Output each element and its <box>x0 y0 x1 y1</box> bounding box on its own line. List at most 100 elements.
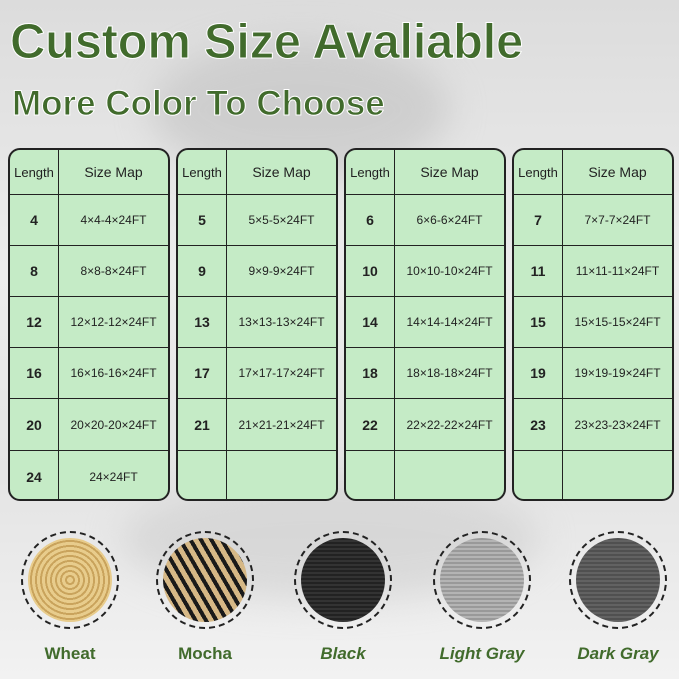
length-header: Length <box>346 150 395 194</box>
size-cell: 13×13-13×24FT <box>238 315 325 329</box>
color-swatch-light-gray[interactable] <box>433 531 531 629</box>
size-table: Length Size Map 4 4×4-4×24FT 8 8×8-8×24FT 12 12… <box>8 148 170 501</box>
color-swatch-black[interactable] <box>294 531 392 629</box>
page-subtitle: More Color To Choose <box>12 84 386 124</box>
table-row <box>514 451 672 499</box>
table-row: 18 18×18-18×24FT <box>346 348 504 399</box>
table-row: 13 13×13-13×24FT <box>178 297 336 348</box>
size-table: Length Size Map 6 6×6-6×24FT 10 10×10-10×24FT… <box>344 148 506 501</box>
length-cell: 6 <box>346 195 395 245</box>
length-cell: 19 <box>514 348 563 398</box>
table-row: 14 14×14-14×24FT <box>346 297 504 348</box>
length-cell: 8 <box>10 246 59 296</box>
length-cell: 13 <box>178 297 227 347</box>
size-cell: 14×14-14×24FT <box>406 315 493 329</box>
table-row: 15 15×15-15×24FT <box>514 297 672 348</box>
length-header: Length <box>514 150 563 194</box>
length-cell <box>346 451 395 499</box>
fabric-texture <box>440 538 524 622</box>
length-cell: 20 <box>10 399 59 450</box>
length-header: Length <box>178 150 227 194</box>
size-cell: 6×6-6×24FT <box>416 213 483 227</box>
size-map-header: Size Map <box>252 164 311 180</box>
length-cell: 9 <box>178 246 227 296</box>
length-cell: 4 <box>10 195 59 245</box>
table-header: Length Size Map <box>514 150 672 195</box>
size-cell: 16×16-16×24FT <box>70 366 157 380</box>
size-cell: 12×12-12×24FT <box>70 315 157 329</box>
table-header: Length Size Map <box>10 150 168 195</box>
size-cell: 18×18-18×24FT <box>406 366 493 380</box>
length-cell: 7 <box>514 195 563 245</box>
size-cell: 17×17-17×24FT <box>238 366 325 380</box>
size-cell: 8×8-8×24FT <box>80 264 147 278</box>
length-cell: 24 <box>10 451 59 499</box>
length-cell: 14 <box>346 297 395 347</box>
size-cell: 23×23-23×24FT <box>574 417 661 432</box>
color-swatch-wheat[interactable] <box>21 531 119 629</box>
size-map-header: Size Map <box>588 164 647 180</box>
length-cell: 21 <box>178 399 227 450</box>
length-cell: 17 <box>178 348 227 398</box>
page-title: Custom Size Avaliable <box>10 15 524 70</box>
size-cell <box>563 451 672 499</box>
length-cell <box>514 451 563 499</box>
table-row: 17 17×17-17×24FT <box>178 348 336 399</box>
size-cell <box>395 451 504 499</box>
size-cell: 7×7-7×24FT <box>584 213 651 227</box>
table-row: 12 12×12-12×24FT <box>10 297 168 348</box>
length-cell: 23 <box>514 399 563 450</box>
fabric-texture <box>576 538 660 622</box>
size-cell: 19×19-19×24FT <box>574 366 661 380</box>
table-row <box>346 451 504 499</box>
size-table: Length Size Map 5 5×5-5×24FT 9 9×9-9×24FT 13 13… <box>176 148 338 501</box>
size-cell: 11×11-11×24FT <box>575 264 660 278</box>
size-cell: 20×20-20×24FT <box>70 417 157 432</box>
length-cell: 5 <box>178 195 227 245</box>
size-table: Length Size Map 7 7×7-7×24FT 11 11×11-11×24FT… <box>512 148 674 501</box>
size-cell: 24×24FT <box>89 469 138 484</box>
table-row: 5 5×5-5×24FT <box>178 195 336 246</box>
table-row <box>178 451 336 499</box>
table-row: 10 10×10-10×24FT <box>346 246 504 297</box>
table-row: 19 19×19-19×24FT <box>514 348 672 399</box>
table-row: 4 4×4-4×24FT <box>10 195 168 246</box>
length-cell: 22 <box>346 399 395 450</box>
fabric-texture <box>28 538 112 622</box>
color-label: Mocha <box>178 644 232 663</box>
size-cell: 9×9-9×24FT <box>248 264 315 278</box>
table-header: Length Size Map <box>346 150 504 195</box>
table-row: 7 7×7-7×24FT <box>514 195 672 246</box>
length-cell: 11 <box>514 246 563 296</box>
fabric-texture <box>163 538 247 622</box>
table-row: 24 24×24FT <box>10 451 168 499</box>
size-cell: 21×21-21×24FT <box>238 417 325 432</box>
length-cell: 15 <box>514 297 563 347</box>
color-swatch-mocha[interactable] <box>156 531 254 629</box>
size-cell: 22×22-22×24FT <box>406 417 493 432</box>
table-row: 8 8×8-8×24FT <box>10 246 168 297</box>
color-label: Black <box>320 644 366 663</box>
length-cell: 10 <box>346 246 395 296</box>
color-label: Wheat <box>44 644 96 663</box>
color-label: Light Gray <box>439 644 525 663</box>
length-cell <box>178 451 227 499</box>
size-map-header: Size Map <box>420 164 479 180</box>
length-cell: 16 <box>10 348 59 398</box>
table-row: 22 22×22-22×24FT <box>346 399 504 451</box>
table-row: 6 6×6-6×24FT <box>346 195 504 246</box>
size-cell: 15×15-15×24FT <box>574 315 661 329</box>
color-label: Dark Gray <box>577 644 659 663</box>
size-cell: 4×4-4×24FT <box>80 213 147 227</box>
table-header: Length Size Map <box>178 150 336 195</box>
size-cell: 5×5-5×24FT <box>248 213 315 227</box>
table-row: 21 21×21-21×24FT <box>178 399 336 451</box>
size-cell: 10×10-10×24FT <box>406 264 493 278</box>
color-swatch-dark-gray[interactable] <box>569 531 667 629</box>
length-cell: 18 <box>346 348 395 398</box>
length-cell: 12 <box>10 297 59 347</box>
table-row: 23 23×23-23×24FT <box>514 399 672 451</box>
size-cell <box>227 451 336 499</box>
table-row: 9 9×9-9×24FT <box>178 246 336 297</box>
length-header: Length <box>10 150 59 194</box>
